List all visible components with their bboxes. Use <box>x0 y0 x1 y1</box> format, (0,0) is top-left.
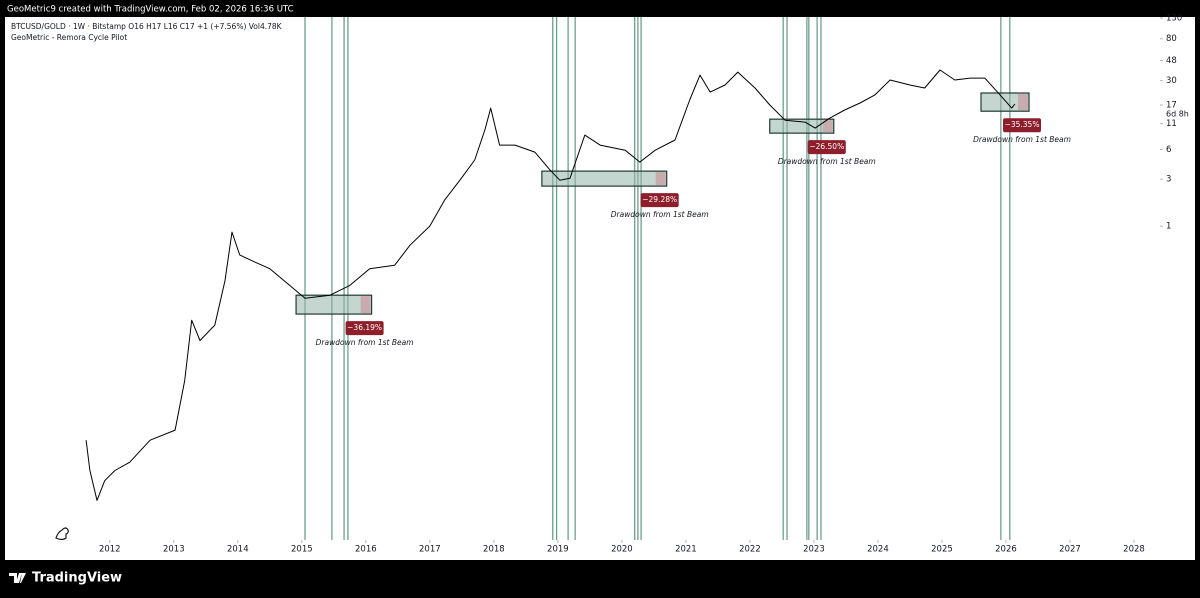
drawdown-label: −35.35% <box>1005 120 1040 129</box>
x-tick-label: 2026 <box>995 545 1017 555</box>
y-tick-label: 1 <box>1166 222 1171 232</box>
drawdown-label: −29.28% <box>642 195 677 204</box>
x-tick-label: 2022 <box>739 545 761 555</box>
x-tick-label: 2024 <box>867 545 889 555</box>
x-tick-label: 2028 <box>1123 545 1145 555</box>
y-tick-label: 80 <box>1166 34 1177 44</box>
y-tick-label: 3 <box>1166 175 1171 185</box>
x-tick-label: 2014 <box>227 545 249 555</box>
y-tick-label: 17 <box>1166 100 1177 110</box>
x-tick-label: 2015 <box>291 545 313 555</box>
symbol-legend: BTCUSD/GOLD · 1W · Bitstamp O16 H17 L16 … <box>11 22 283 31</box>
drawdown-note: Drawdown from 1st Beam <box>973 135 1071 144</box>
drawdown-label-bg <box>640 193 679 208</box>
y-tick-label: 11 <box>1166 119 1177 129</box>
y-tick-label: 48 <box>1166 56 1177 66</box>
x-tick-label: 2021 <box>675 545 697 555</box>
drawdown-label-bg <box>1003 118 1042 133</box>
chart-title: GeoMetric9 created with TradingView.com,… <box>7 5 294 15</box>
drawdown-label: −36.19% <box>347 323 382 332</box>
bar-countdown: 6d 8h <box>1166 110 1189 119</box>
drawdown-box-tail <box>1018 93 1029 111</box>
x-tick-label: 2025 <box>931 545 953 555</box>
x-tick-label: 2012 <box>99 545 121 555</box>
drawdown-box-tail <box>360 296 371 314</box>
brand-name: TradingView <box>32 571 122 586</box>
tv-icon <box>55 527 69 541</box>
drawdown-note: Drawdown from 1st Beam <box>778 157 876 166</box>
x-tick-label: 2023 <box>803 545 825 555</box>
drawdown-label: −26.50% <box>809 142 844 151</box>
drawdown-box-tail <box>655 172 666 186</box>
price-line <box>85 69 1016 501</box>
drawdown-box <box>541 170 668 187</box>
drawdown-label-bg <box>345 321 384 336</box>
drawdown-box <box>295 294 373 315</box>
y-tick-label: 6 <box>1166 145 1171 155</box>
x-tick-label: 2013 <box>163 545 185 555</box>
x-tick-label: 2027 <box>1059 545 1081 555</box>
brand-mark <box>9 573 26 583</box>
drawdown-box <box>769 118 835 134</box>
indicator-legend: GeoMetric - Remora Cycle Pilot <box>11 33 127 42</box>
x-tick-label: 2018 <box>483 545 505 555</box>
y-tick-label: 30 <box>1166 76 1177 86</box>
x-tick-label: 2016 <box>355 545 377 555</box>
y-tick-label: 130 <box>1166 13 1182 23</box>
x-tick-label: 2020 <box>611 545 633 555</box>
brand-logo: TradingView <box>9 571 122 586</box>
x-tick-label: 2017 <box>419 545 441 555</box>
drawdown-box <box>980 92 1030 112</box>
x-tick-label: 2019 <box>547 545 569 555</box>
drawdown-label-bg <box>807 140 846 155</box>
drawdown-box-tail <box>822 120 833 133</box>
drawdown-note: Drawdown from 1st Beam <box>316 338 414 347</box>
drawdown-note: Drawdown from 1st Beam <box>611 210 709 219</box>
